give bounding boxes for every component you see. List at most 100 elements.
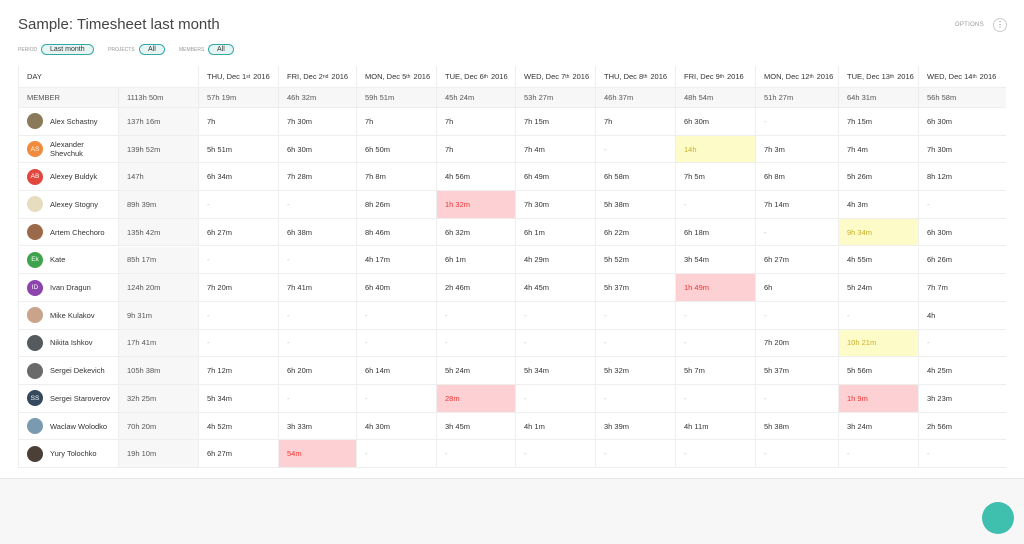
day-total: 46h 37m [595, 88, 675, 108]
day-year: 2016 [727, 72, 744, 81]
time-cell: 6h 1m [436, 246, 515, 275]
time-cell: 7h 5m [675, 163, 755, 192]
time-cell: - [198, 301, 278, 330]
time-cell: 6h 20m [278, 357, 356, 385]
time-cell: 6h [755, 274, 838, 302]
member-name: Sergei Dekevich [50, 366, 105, 376]
options-button[interactable]: ⋮ [993, 18, 1007, 32]
time-cell: 3h 24m [838, 412, 918, 441]
time-cell: 8h 26m [356, 191, 436, 219]
time-cell: 6h 8m [755, 163, 838, 192]
time-cell: 4h 56m [436, 163, 515, 192]
member-cell: Nikita Ishkov [18, 329, 118, 358]
day-total: 64h 31m [838, 88, 918, 108]
member-name: Alex Schastny [50, 116, 98, 126]
filter-value[interactable]: All [139, 44, 165, 55]
member-name: Waclaw Wolodko [50, 421, 108, 431]
time-cell: - [755, 218, 838, 247]
time-cell: 7h [356, 108, 436, 136]
time-cell: 4h 17m [356, 246, 436, 275]
time-cell: 7h [595, 108, 675, 136]
member-total: 147h [118, 163, 198, 192]
day-year: 2016 [816, 72, 834, 81]
member-name: Kate [50, 255, 66, 265]
member-cell: Sergei Dekevich [18, 357, 118, 385]
time-cell: 6h 30m [675, 108, 755, 136]
time-cell: 7h [436, 108, 515, 136]
time-cell: 5h 26m [838, 163, 918, 192]
time-cell: 4h [918, 301, 1006, 330]
member-total: 19h 10m [118, 440, 198, 469]
page-title: Sample: Timesheet last month [18, 16, 220, 33]
time-cell: 7h 41m [278, 274, 356, 302]
avatar: ID [27, 279, 43, 296]
avatar: AS [27, 141, 43, 158]
member-total: 9h 31m [118, 301, 198, 330]
time-cell: 4h 3m [838, 191, 918, 219]
day-year: 2016 [897, 72, 914, 81]
time-cell: 6h 26m [918, 246, 1006, 275]
time-cell: - [198, 246, 278, 275]
day-year: 2016 [979, 72, 997, 81]
time-cell: 5h 52m [595, 246, 675, 275]
time-cell: - [838, 301, 918, 330]
time-cell: 6h 30m [918, 218, 1006, 247]
member-name: Alexey Buldyk [50, 172, 98, 182]
day-total: 48h 54m [675, 88, 755, 108]
member-total: 137h 16m [118, 108, 198, 136]
day-total: 45h 24m [436, 88, 515, 108]
time-cell: 5h 51m [198, 135, 278, 164]
day-year: 2016 [253, 72, 270, 81]
time-cell: 6h 30m [918, 108, 1006, 136]
time-cell: 7h 7m [918, 274, 1006, 302]
time-cell: 3h 39m [595, 412, 675, 441]
time-cell: 6h 32m [436, 218, 515, 247]
filter-label: PERIOD [18, 47, 38, 53]
day-label: DAY [18, 66, 198, 88]
time-cell: - [755, 108, 838, 136]
time-cell: 14h [675, 135, 755, 164]
day-text: MON, Dec 12 [764, 72, 810, 81]
filter-value[interactable]: All [208, 44, 234, 55]
time-cell: 7h 20m [755, 329, 838, 358]
time-cell: 7h 20m [198, 274, 278, 302]
time-cell: 6h 27m [755, 246, 838, 275]
avatar [27, 196, 43, 213]
member-total: 124h 20m [118, 274, 198, 302]
member-total: 139h 52m [118, 135, 198, 164]
day-ordinal: th [565, 73, 570, 80]
options-link[interactable]: OPTIONS [954, 22, 984, 28]
avatar [27, 113, 43, 130]
member-total: 89h 39m [118, 191, 198, 219]
time-cell: 4h 1m [515, 412, 595, 441]
day-ordinal: th [643, 73, 648, 80]
avatar [27, 224, 43, 241]
day-ordinal: th [972, 73, 977, 80]
day-year: 2016 [331, 72, 349, 81]
avatar [27, 418, 43, 435]
day-total: 59h 51m [356, 88, 436, 108]
avatar [27, 307, 43, 324]
member-name: Yury Tolochko [50, 449, 97, 459]
time-cell: - [436, 329, 515, 358]
time-cell: 7h 14m [755, 191, 838, 219]
member-cell: Alexey Stogny [18, 191, 118, 219]
member-total: 32h 25m [118, 385, 198, 413]
member-name: Sergei Staroverov [50, 393, 111, 403]
time-cell: - [356, 301, 436, 330]
time-cell: 6h 14m [356, 357, 436, 385]
member-cell: ID Ivan Dragun [18, 274, 118, 302]
avatar [27, 445, 43, 462]
chat-button[interactable] [982, 502, 1014, 534]
time-cell: - [515, 440, 595, 469]
time-cell: 10h 21m [838, 329, 918, 358]
day-ordinal: nd [322, 73, 329, 80]
time-cell: 2h 56m [918, 412, 1006, 441]
time-cell: 8h 12m [918, 163, 1006, 192]
filter-value[interactable]: Last month [41, 44, 94, 55]
time-cell: - [278, 385, 356, 413]
time-cell: 6h 40m [356, 274, 436, 302]
